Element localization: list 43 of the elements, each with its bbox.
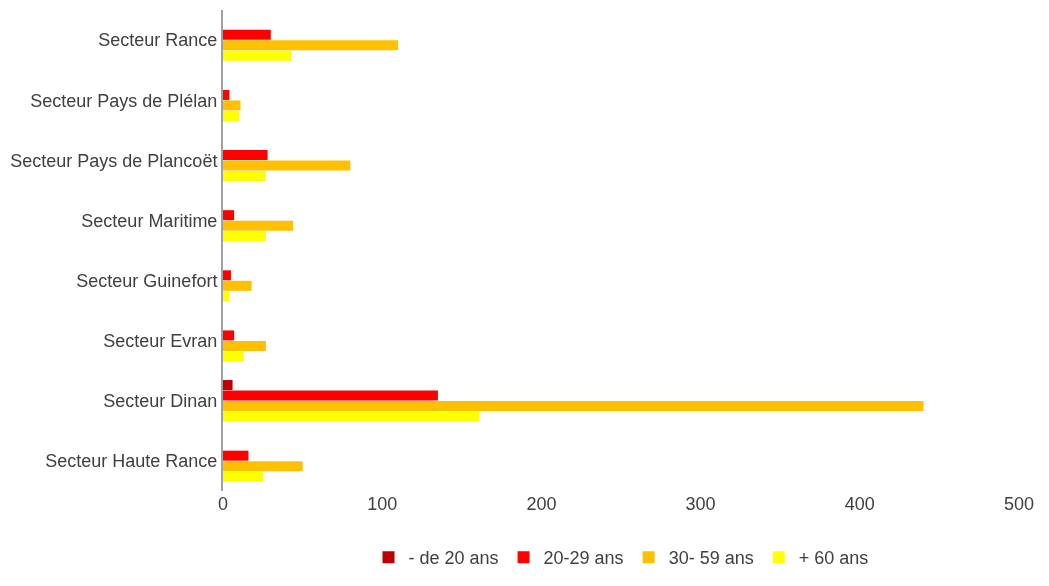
- y-tick-label: Secteur Pays de Plancoët: [10, 150, 218, 171]
- bar: [223, 280, 252, 291]
- x-tick-label: 100: [367, 494, 398, 514]
- y-tick-label: Secteur Guinefort: [76, 270, 218, 291]
- bar: [223, 100, 241, 111]
- bar: [223, 461, 303, 472]
- bar: [223, 390, 438, 401]
- legend-label: + 60 ans: [798, 548, 869, 569]
- bar: [223, 231, 266, 242]
- x-tick-label: 0: [217, 494, 229, 514]
- bar: [223, 210, 235, 221]
- bar: [223, 171, 266, 182]
- bar: [223, 351, 244, 362]
- x-tick-label: 200: [526, 494, 557, 514]
- bar: [223, 270, 231, 281]
- bar: [223, 89, 230, 100]
- y-tick-label: Secteur Pays de Plélan: [30, 90, 218, 111]
- bar: [223, 29, 271, 40]
- bar: [223, 411, 480, 422]
- y-tick-label: Secteur Haute Rance: [45, 451, 218, 472]
- bar: [223, 220, 294, 231]
- bar: [223, 401, 924, 412]
- y-tick-label: Secteur Dinan: [103, 391, 218, 412]
- bar: [223, 450, 249, 461]
- bar: [223, 110, 239, 121]
- y-tick-label: Secteur Rance: [98, 30, 218, 51]
- y-tick-label: Secteur Maritime: [81, 210, 218, 231]
- bar: [223, 380, 233, 391]
- legend-label: - de 20 ans: [408, 548, 499, 569]
- bar: [223, 40, 399, 51]
- bar: [223, 330, 235, 341]
- legend-label: 30- 59 ans: [668, 548, 754, 569]
- bar: [223, 160, 351, 171]
- x-tick-label: 500: [1003, 494, 1035, 514]
- bar: [223, 50, 292, 61]
- bar: [223, 340, 266, 351]
- bar: [223, 471, 263, 482]
- x-tick-label: 400: [844, 494, 875, 514]
- legend-label: 20-29 ans: [543, 548, 624, 569]
- bar: [223, 150, 268, 161]
- bar: [223, 291, 230, 302]
- y-tick-label: Secteur Evran: [103, 330, 218, 351]
- x-tick-label: 300: [685, 494, 716, 514]
